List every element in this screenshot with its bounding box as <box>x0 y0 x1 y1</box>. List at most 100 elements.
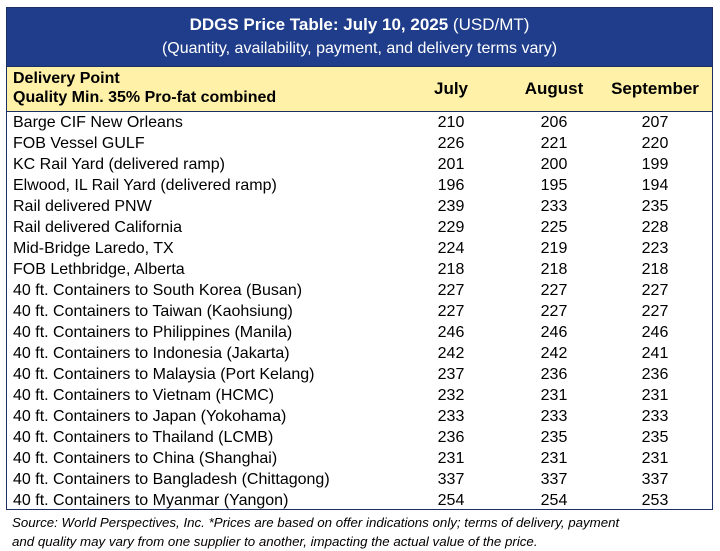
table-subtitle: (Quantity, availability, payment, and de… <box>161 40 558 57</box>
source-footnote: Source: World Perspectives, Inc. *Prices… <box>12 513 712 551</box>
july-price-cell: 232 <box>437 387 465 404</box>
august-price-cell: 246 <box>540 324 568 341</box>
footnote-line-2: and quality may vary from one supplier t… <box>12 534 538 549</box>
delivery-point-header: Delivery Point Quality Min. 35% Pro-fat … <box>13 69 276 107</box>
table-row: 40 ft. Containers to Japan (Yokohama) 233… <box>7 406 712 427</box>
delivery-point-cell: 40 ft. Containers to Taiwan (Kaohsiung) <box>13 303 293 320</box>
august-price-cell: 218 <box>540 261 568 278</box>
july-price-cell: 218 <box>437 261 465 278</box>
september-price-cell: 223 <box>641 240 669 257</box>
delivery-point-cell: FOB Lethbridge, Alberta <box>13 261 185 278</box>
july-price-cell: 337 <box>437 471 465 488</box>
july-price-cell: 227 <box>437 282 465 299</box>
august-price-cell: 200 <box>540 156 568 173</box>
table-row: Rail delivered California 229 225 228 <box>7 217 712 238</box>
header-august: August <box>524 79 584 98</box>
august-price-cell: 254 <box>540 492 568 509</box>
table-title-bar: DDGS Price Table: July 10, 2025 (USD/MT)… <box>7 8 712 66</box>
july-price-cell: 233 <box>437 408 465 425</box>
september-price-cell: 235 <box>641 198 669 215</box>
table-row: Barge CIF New Orleans 210 206 207 <box>7 112 712 133</box>
delivery-point-cell: FOB Vessel GULF <box>13 135 145 152</box>
august-price-cell: 227 <box>540 282 568 299</box>
september-price-cell: 207 <box>641 114 669 131</box>
header-delivery-point: Delivery Point <box>13 70 120 87</box>
table-row: 40 ft. Containers to Indonesia (Jakarta)… <box>7 343 712 364</box>
table-row: 40 ft. Containers to Myanmar (Yangon) 254… <box>7 490 712 511</box>
header-september: September <box>611 79 699 98</box>
september-price-cell: 231 <box>641 387 669 404</box>
september-price-cell: 227 <box>641 303 669 320</box>
table-row: 40 ft. Containers to Bangladesh (Chittag… <box>7 469 712 490</box>
september-price-cell: 227 <box>641 282 669 299</box>
september-price-cell: 220 <box>641 135 669 152</box>
august-price-cell: 227 <box>540 303 568 320</box>
delivery-point-cell: 40 ft. Containers to Philippines (Manila… <box>13 324 293 341</box>
table-row: FOB Lethbridge, Alberta 218 218 218 <box>7 259 712 280</box>
delivery-point-cell: 40 ft. Containers to South Korea (Busan) <box>13 282 303 299</box>
july-price-cell: 242 <box>437 345 465 362</box>
table-row: KC Rail Yard (delivered ramp) 201 200 199 <box>7 154 712 175</box>
table-row: 40 ft. Containers to Thailand (LCMB) 236 2… <box>7 427 712 448</box>
delivery-point-cell: KC Rail Yard (delivered ramp) <box>13 156 225 173</box>
table-row: 40 ft. Containers to Vietnam (HCMC) 232 23… <box>7 385 712 406</box>
july-price-cell: 246 <box>437 324 465 341</box>
delivery-point-cell: 40 ft. Containers to Bangladesh (Chittag… <box>13 471 330 488</box>
august-price-cell: 225 <box>540 219 568 236</box>
september-price-cell: 194 <box>641 177 669 194</box>
table-title: DDGS Price Table: July 10, 2025 (USD/MT) <box>7 15 712 35</box>
table-frame <box>6 7 713 510</box>
august-price-cell: 242 <box>540 345 568 362</box>
table-row: Rail delivered PNW 239 233 235 <box>7 196 712 217</box>
september-price-cell: 228 <box>641 219 669 236</box>
delivery-point-cell: 40 ft. Containers to Thailand (LCMB) <box>13 429 274 446</box>
august-price-cell: 231 <box>540 387 568 404</box>
july-price-cell: 231 <box>437 450 465 467</box>
august-price-cell: 337 <box>540 471 568 488</box>
delivery-point-cell: Rail delivered PNW <box>13 198 152 215</box>
table-row: Elwood, IL Rail Yard (delivered ramp) 196… <box>7 175 712 196</box>
table-row: 40 ft. Containers to Taiwan (Kaohsiung) 2… <box>7 301 712 322</box>
column-header-row: Delivery Point Quality Min. 35% Pro-fat … <box>7 66 712 112</box>
august-price-cell: 221 <box>540 135 568 152</box>
august-price-cell: 219 <box>540 240 568 257</box>
july-price-cell: 236 <box>437 429 465 446</box>
table-row: 40 ft. Containers to China (Shanghai) 231… <box>7 448 712 469</box>
july-price-cell: 210 <box>437 114 465 131</box>
delivery-point-cell: 40 ft. Containers to Malaysia (Port Kela… <box>13 366 315 383</box>
july-price-cell: 224 <box>437 240 465 257</box>
september-price-cell: 246 <box>641 324 669 341</box>
september-price-cell: 337 <box>641 471 669 488</box>
august-price-cell: 235 <box>540 429 568 446</box>
july-price-cell: 196 <box>437 177 465 194</box>
july-price-cell: 239 <box>437 198 465 215</box>
august-price-cell: 236 <box>540 366 568 383</box>
table-row: 40 ft. Containers to South Korea (Busan)… <box>7 280 712 301</box>
september-price-cell: 253 <box>641 492 669 509</box>
table-row: 40 ft. Containers to Philippines (Manila… <box>7 322 712 343</box>
july-price-cell: 226 <box>437 135 465 152</box>
july-price-cell: 254 <box>437 492 465 509</box>
title-units: (USD/MT) <box>452 15 530 34</box>
delivery-point-cell: Elwood, IL Rail Yard (delivered ramp) <box>13 177 277 194</box>
footnote-line-1: Source: World Perspectives, Inc. *Prices… <box>12 515 620 530</box>
july-price-cell: 201 <box>437 156 465 173</box>
table-body: Barge CIF New Orleans 210 206 207 FOB Vessel… <box>7 112 712 511</box>
title-main: DDGS Price Table: July 10, 2025 <box>189 15 449 34</box>
header-july: July <box>433 79 469 98</box>
delivery-point-cell: Barge CIF New Orleans <box>13 114 183 131</box>
september-price-cell: 241 <box>641 345 669 362</box>
delivery-point-cell: 40 ft. Containers to Japan (Yokohama) <box>13 408 287 425</box>
september-price-cell: 235 <box>641 429 669 446</box>
delivery-point-cell: 40 ft. Containers to Myanmar (Yangon) <box>13 492 289 509</box>
september-price-cell: 236 <box>641 366 669 383</box>
september-price-cell: 233 <box>641 408 669 425</box>
september-price-cell: 199 <box>641 156 669 173</box>
delivery-point-cell: 40 ft. Containers to China (Shanghai) <box>13 450 278 467</box>
table-row: FOB Vessel GULF 226 221 220 <box>7 133 712 154</box>
july-price-cell: 227 <box>437 303 465 320</box>
august-price-cell: 231 <box>540 450 568 467</box>
table-row: 40 ft. Containers to Malaysia (Port Kela… <box>7 364 712 385</box>
delivery-point-cell: Rail delivered California <box>13 219 182 236</box>
delivery-point-cell: 40 ft. Containers to Vietnam (HCMC) <box>13 387 275 404</box>
